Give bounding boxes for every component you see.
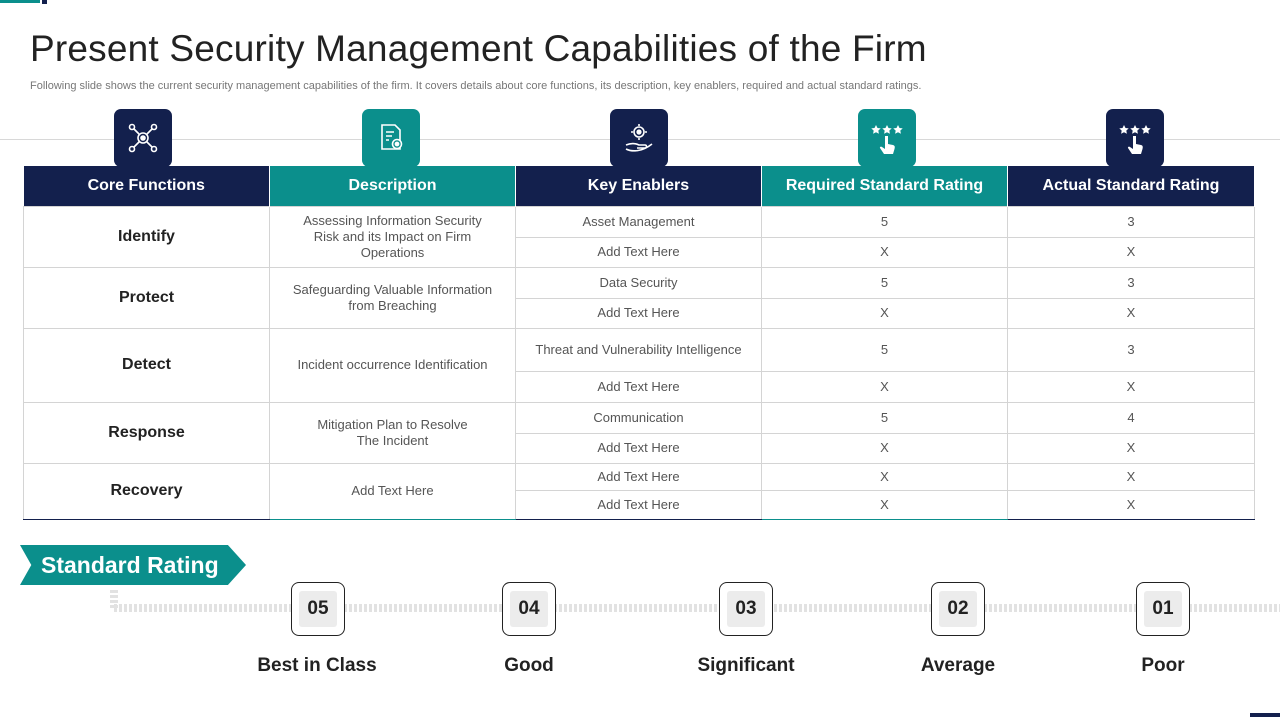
rating-number: 04 xyxy=(510,591,548,627)
rating-label: Average xyxy=(920,655,996,676)
enabler-cell: Add Text Here xyxy=(515,236,762,268)
enabler-cell: Add Text Here xyxy=(515,370,762,403)
table-row: Add Text Here X X xyxy=(24,297,1255,329)
page-subtitle: Following slide shows the current securi… xyxy=(30,80,922,92)
rating-badge-04: 04 xyxy=(502,582,556,636)
rating-number: 01 xyxy=(1144,591,1182,627)
actual-rating-cell: X xyxy=(1007,462,1255,491)
description-cell: Safeguarding Valuable Information from B… xyxy=(269,266,516,329)
page-title: Present Security Management Capabilities… xyxy=(30,28,927,69)
table-row: Detect Incident occurrence Identificatio… xyxy=(23,327,1255,403)
table-row: Add Text Here X X xyxy=(24,489,1255,520)
rating-number: 02 xyxy=(939,591,977,627)
stars-click-icon xyxy=(858,109,916,167)
actual-rating-cell: 3 xyxy=(1007,327,1255,372)
hand-gear-icon xyxy=(610,109,668,167)
required-rating-cell: X xyxy=(761,432,1008,464)
actual-rating-cell: 3 xyxy=(1007,205,1255,238)
table-row: Identify Assessing Information Security … xyxy=(23,205,1255,268)
standard-rating-heading: Standard Rating xyxy=(41,551,219,578)
description-cell: Add Text Here xyxy=(269,462,516,520)
network-gear-icon xyxy=(114,109,172,167)
required-rating-cell: X xyxy=(761,297,1008,329)
description-cell: Assessing Information Security Risk and … xyxy=(269,205,516,268)
required-rating-cell: X xyxy=(761,236,1008,268)
enabler-cell: Threat and Vulnerability Intelligence xyxy=(515,327,762,372)
actual-rating-cell: 3 xyxy=(1007,266,1255,299)
document-settings-icon xyxy=(362,109,420,167)
rating-label: Poor xyxy=(1141,655,1185,676)
enabler-cell: Add Text Here xyxy=(515,297,762,329)
table-row: Response Mitigation Plan to Resolve The … xyxy=(23,401,1255,464)
enabler-cell: Add Text Here xyxy=(515,489,762,520)
enabler-cell: Add Text Here xyxy=(515,462,762,491)
table-header-row: Core Functions Description Key Enablers … xyxy=(23,166,1255,206)
core-function: Recovery xyxy=(23,462,270,520)
rating-label: Best in Class xyxy=(257,655,377,676)
core-function: Detect xyxy=(23,327,270,403)
rating-track xyxy=(114,604,1280,612)
corner-accent-teal xyxy=(0,0,40,3)
required-rating-cell: 5 xyxy=(761,266,1008,299)
rating-badge-03: 03 xyxy=(719,582,773,636)
rating-track-bend xyxy=(110,588,118,608)
table-row: Add Text Here X X xyxy=(24,432,1255,464)
table-row: Recovery Add Text Here Add Text Here X X xyxy=(23,462,1255,520)
required-rating-cell: 5 xyxy=(761,205,1008,238)
actual-rating-cell: X xyxy=(1007,432,1255,464)
enabler-cell: Data Security xyxy=(515,266,762,299)
rating-badge-02: 02 xyxy=(931,582,985,636)
stars-click-icon xyxy=(1106,109,1164,167)
corner-accent-bottom xyxy=(1250,713,1280,717)
required-rating-cell: 5 xyxy=(761,401,1008,434)
rating-badge-05: 05 xyxy=(291,582,345,636)
header-description: Description xyxy=(269,166,516,206)
rating-number: 05 xyxy=(299,591,337,627)
enabler-cell: Communication xyxy=(515,401,762,434)
required-rating-cell: 5 xyxy=(761,327,1008,372)
corner-accent-navy xyxy=(42,0,47,4)
description-cell: Mitigation Plan to Resolve The Incident xyxy=(269,401,516,464)
header-key-enablers: Key Enablers xyxy=(515,166,762,206)
enabler-cell: Asset Management xyxy=(515,205,762,238)
actual-rating-cell: X xyxy=(1007,489,1255,520)
standard-rating-banner: Standard Rating xyxy=(20,545,246,585)
rating-label: Good xyxy=(504,655,554,676)
actual-rating-cell: X xyxy=(1007,236,1255,268)
capabilities-table: Core Functions Description Key Enablers … xyxy=(23,166,1255,520)
table-row: Protect Safeguarding Valuable Informatio… xyxy=(23,266,1255,329)
description-cell: Incident occurrence Identification xyxy=(269,327,516,403)
enabler-cell: Add Text Here xyxy=(515,432,762,464)
rating-badge-01: 01 xyxy=(1136,582,1190,636)
required-rating-cell: X xyxy=(761,489,1008,520)
core-function: Protect xyxy=(23,266,270,329)
table-row: Add Text Here X X xyxy=(24,370,1255,403)
actual-rating-cell: 4 xyxy=(1007,401,1255,434)
rating-label: Significant xyxy=(697,655,795,676)
core-function: Identify xyxy=(23,205,270,268)
actual-rating-cell: X xyxy=(1007,370,1255,403)
header-actual-rating: Actual Standard Rating xyxy=(1007,166,1255,206)
header-required-rating: Required Standard Rating xyxy=(761,166,1008,206)
actual-rating-cell: X xyxy=(1007,297,1255,329)
required-rating-cell: X xyxy=(761,370,1008,403)
header-core-functions: Core Functions xyxy=(23,166,270,206)
rating-number: 03 xyxy=(727,591,765,627)
required-rating-cell: X xyxy=(761,462,1008,491)
core-function: Response xyxy=(23,401,270,464)
